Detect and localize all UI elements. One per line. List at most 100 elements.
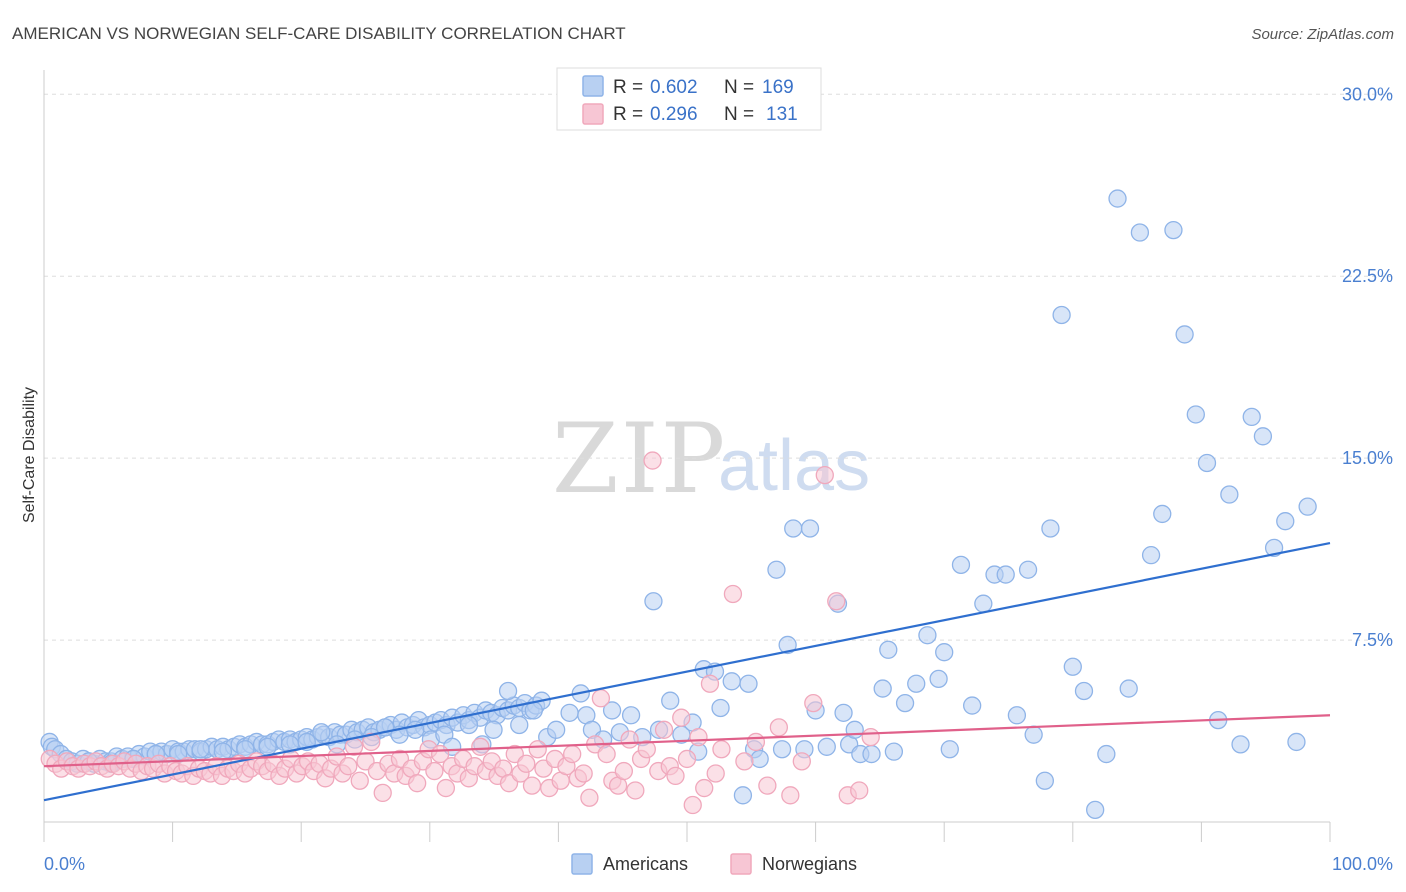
y-tick-labels: 7.5% 15.0% 22.5% 30.0% [1342, 84, 1393, 650]
norwegian-point-123 [781, 786, 800, 805]
american-point-159 [895, 693, 915, 713]
norwegian-point-96 [591, 689, 611, 708]
legend-r-label-norwegians: R = [613, 104, 643, 125]
american-point-147 [800, 519, 820, 538]
american-point-179 [1097, 744, 1116, 764]
american-point-153 [845, 720, 864, 739]
american-point-130 [661, 691, 680, 710]
norwegian-point-113 [689, 727, 708, 747]
american-point-178 [1086, 800, 1105, 820]
american-point-101 [312, 723, 331, 742]
norwegian-point-102 [626, 781, 645, 800]
american-point-176 [1063, 657, 1082, 676]
norwegian-point-111 [677, 749, 697, 769]
norwegian-point-127 [827, 592, 846, 611]
american-point-184 [1153, 504, 1172, 524]
american-point-183 [1141, 546, 1161, 565]
legend-n-value-americans: 169 [762, 77, 794, 98]
norwegian-point-120 [746, 732, 766, 752]
american-point-192 [1242, 407, 1261, 427]
american-point-188 [1197, 453, 1217, 473]
watermark-atlas: atlas [718, 426, 870, 506]
american-point-128 [644, 592, 663, 611]
norwegian-point-116 [706, 764, 725, 783]
norwegian-point-56 [362, 732, 381, 752]
american-point-137 [722, 672, 741, 691]
american-point-95 [191, 740, 210, 759]
norwegian-point-130 [861, 727, 880, 747]
american-point-145 [784, 519, 803, 538]
norwegian-point-129 [850, 781, 869, 800]
chart-title: AMERICAN VS NORWEGIAN SELF-CARE DISABILI… [12, 24, 626, 43]
legend-swatch-norwegians [582, 103, 604, 125]
y-tick-label-0: 7.5% [1352, 630, 1393, 650]
norwegian-point-67 [425, 761, 444, 781]
norwegian-point-115 [700, 674, 720, 693]
american-point-124 [602, 701, 622, 720]
norwegian-point-112 [683, 795, 702, 815]
american-point-136 [711, 698, 730, 718]
grid-lines [44, 93, 1392, 641]
series-legend: Americans Norwegians [571, 853, 857, 875]
trend-lines [43, 541, 1331, 802]
american-point-156 [873, 679, 892, 698]
american-point-113 [484, 720, 503, 739]
american-point-195 [1276, 512, 1295, 531]
american-point-187 [1186, 405, 1205, 424]
norwegian-point-84 [522, 776, 542, 795]
norwegian-point-64 [408, 774, 427, 793]
norwegian-point-91 [563, 744, 582, 764]
american-point-174 [1041, 519, 1060, 538]
american-point-167 [974, 594, 993, 613]
american-point-190 [1220, 485, 1239, 504]
watermark-zip: ZIP [552, 403, 727, 515]
legend-swatch-americans [582, 75, 604, 97]
american-point-111 [459, 715, 479, 735]
american-point-155 [862, 744, 881, 764]
norwegian-point-118 [723, 584, 743, 604]
american-point-158 [884, 742, 904, 761]
y-tick-label-3: 30.0% [1342, 84, 1393, 104]
norwegian-point-97 [597, 744, 616, 764]
american-point-161 [918, 626, 937, 645]
american-point-175 [1052, 305, 1071, 325]
norwegian-point-101 [620, 730, 639, 749]
american-point-144 [778, 635, 797, 655]
american-point-162 [929, 669, 948, 689]
american-point-194 [1264, 538, 1284, 558]
norwegian-point-58 [373, 783, 392, 803]
y-tick-label-1: 15.0% [1342, 448, 1393, 468]
american-point-182 [1130, 223, 1150, 242]
american-point-185 [1164, 220, 1183, 240]
legend-r-label-americans: R = [613, 77, 643, 98]
series-legend-swatch-norwegians [730, 853, 752, 875]
y-tick-label-2: 22.5% [1342, 266, 1393, 286]
american-point-142 [767, 560, 786, 579]
american-point-98 [258, 737, 277, 756]
american-point-180 [1108, 189, 1127, 208]
american-point-149 [817, 737, 836, 756]
norwegian-point-52 [339, 757, 358, 776]
american-point-172 [1024, 725, 1043, 744]
american-point-126 [621, 706, 641, 725]
american-point-160 [907, 674, 926, 693]
norwegian-point-126 [815, 465, 834, 485]
american-point-119 [560, 703, 579, 722]
american-point-196 [1287, 732, 1306, 752]
legend-n-label-norwegians: N = [724, 104, 754, 125]
american-point-191 [1231, 735, 1250, 754]
y-axis-label: Self-Care Disability [21, 387, 38, 523]
american-point-173 [1035, 771, 1054, 790]
american-point-143 [772, 740, 792, 759]
norwegian-point-110 [672, 708, 691, 727]
norwegian-point-104 [637, 740, 656, 759]
norwegian-point-94 [580, 788, 599, 807]
american-point-197 [1298, 497, 1317, 516]
american-point-169 [996, 565, 1015, 584]
norwegian-point-75 [471, 737, 490, 756]
norwegian-point-93 [574, 764, 593, 783]
american-point-151 [834, 703, 853, 722]
american-point-166 [963, 696, 982, 715]
stats-legend: R = 0.602 N = 169 R = 0.296 N = 131 [556, 67, 822, 131]
